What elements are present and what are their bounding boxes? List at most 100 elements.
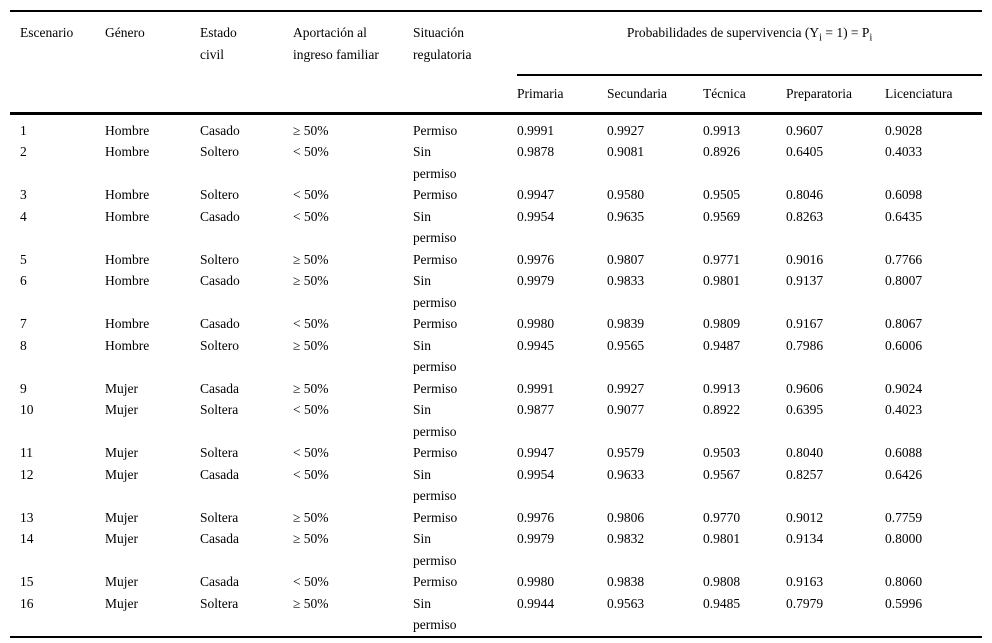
table-row: 12 Mujer Casada < 50% Sin permiso 0.9954 0.963…: [10, 464, 982, 507]
prob-secundaria-cell: 0.9927: [607, 122, 645, 138]
prob-licenciatura-cell: 0.8067: [885, 316, 923, 331]
estado-civil-cell: Soltera: [200, 445, 239, 460]
prob-secundaria-cell: 0.9081: [607, 144, 645, 159]
situacion-cell: Permiso: [413, 113, 517, 141]
prob-licenciatura-cell: 0.6426: [885, 466, 923, 482]
prob-primaria-cell: 0.9947: [517, 445, 555, 460]
estado-civil-cell: Soltero: [200, 337, 239, 353]
prob-licenciatura-cell: 0.6006: [885, 337, 923, 353]
estado-civil-cell: Casada: [200, 466, 239, 482]
situacion-cell: Permiso: [413, 571, 517, 593]
prob-tecnica-cell: 0.9485: [703, 595, 741, 611]
prob-licenciatura-cell: 0.6088: [885, 445, 923, 460]
estado-civil-cell: Soltero: [200, 144, 239, 159]
escenario-cell: 2: [20, 144, 27, 159]
genero-cell: Mujer: [105, 445, 138, 460]
header-estado-civil-label: Estado civil: [200, 25, 237, 62]
prob-tecnica-cell: 0.9503: [703, 445, 741, 460]
prob-primaria-cell: 0.9954: [517, 466, 555, 482]
prob-licenciatura-cell: 0.9024: [885, 380, 923, 396]
situacion-cell: Sin permiso: [413, 335, 517, 378]
prob-tecnica-cell: 0.9770: [703, 509, 741, 525]
escenario-cell: 5: [20, 251, 27, 267]
prob-primaria-cell: 0.9945: [517, 337, 555, 353]
estado-civil-cell: Soltera: [200, 595, 239, 611]
prob-secundaria-cell: 0.9927: [607, 380, 645, 396]
prob-secundaria-cell: 0.9579: [607, 445, 645, 460]
escenario-cell: 10: [20, 402, 34, 417]
estado-civil-cell: Soltero: [200, 187, 239, 202]
prob-licenciatura-cell: 0.6435: [885, 208, 923, 224]
situacion-cell: Permiso: [413, 313, 517, 335]
header-preparatoria: Preparatoria: [786, 75, 885, 115]
prob-primaria-cell: 0.9980: [517, 574, 555, 589]
table-row: 6 Hombre Casado ≥ 50% Sin permiso 0.9979 0.983…: [10, 270, 982, 313]
prob-secundaria-cell: 0.9838: [607, 574, 645, 589]
genero-cell: Hombre: [105, 316, 150, 331]
estado-civil-cell: Casada: [200, 574, 239, 589]
situacion-value: Permiso: [413, 316, 458, 331]
aportacion-cell: < 50%: [293, 208, 329, 224]
estado-civil-cell: Casado: [200, 316, 240, 331]
header-aportacion-label: Aportación al ingreso familiar: [293, 25, 379, 62]
situacion-cell: Permiso: [413, 507, 517, 529]
prob-tecnica-cell: 0.9801: [703, 273, 741, 288]
table-row: 5 Hombre Soltero ≥ 50% Permiso 0.9976 0.9807 0.…: [10, 249, 982, 271]
situacion-cell: Permiso: [413, 442, 517, 464]
genero-cell: Mujer: [105, 531, 138, 546]
prob-tecnica-cell: 0.8926: [703, 144, 741, 159]
situacion-value: Permiso: [413, 187, 458, 202]
situacion-value: Permiso: [413, 445, 458, 460]
situacion-value: Sin permiso: [413, 273, 457, 310]
estado-civil-cell: Casado: [200, 122, 240, 138]
prob-preparatoria-cell: 0.8257: [786, 466, 824, 482]
situacion-cell: Permiso: [413, 378, 517, 400]
escenario-cell: 4: [20, 208, 27, 224]
header-situacion: Situación regulatoria: [413, 11, 517, 115]
prob-primaria-cell: 0.9944: [517, 595, 555, 611]
genero-cell: Hombre: [105, 208, 150, 224]
genero-cell: Hombre: [105, 122, 150, 138]
prob-licenciatura-cell: 0.6098: [885, 187, 923, 202]
situacion-cell: Sin permiso: [413, 593, 517, 637]
estado-civil-cell: Casada: [200, 531, 239, 546]
situacion-value: Sin permiso: [413, 595, 457, 633]
prob-preparatoria-cell: 0.8046: [786, 187, 824, 202]
aportacion-cell: < 50%: [293, 144, 329, 159]
prob-tecnica-cell: 0.9567: [703, 466, 741, 482]
genero-cell: Hombre: [105, 273, 150, 288]
prob-secundaria-cell: 0.9563: [607, 595, 645, 611]
prob-licenciatura-cell: 0.7759: [885, 509, 923, 525]
prob-preparatoria-cell: 0.9607: [786, 122, 824, 138]
prob-licenciatura-cell: 0.5996: [885, 595, 923, 611]
prob-primaria-cell: 0.9991: [517, 122, 555, 138]
prob-tecnica-cell: 0.9809: [703, 316, 741, 331]
header-genero: Género: [105, 11, 200, 115]
prob-secundaria-cell: 0.9806: [607, 509, 645, 525]
table-row: 13 Mujer Soltera ≥ 50% Permiso 0.9976 0.9806 0.…: [10, 507, 982, 529]
escenario-cell: 9: [20, 380, 27, 396]
genero-cell: Hombre: [105, 144, 150, 159]
situacion-value: Sin permiso: [413, 208, 457, 246]
prob-preparatoria-cell: 0.6405: [786, 144, 824, 159]
situacion-cell: Sin permiso: [413, 270, 517, 313]
situacion-cell: Permiso: [413, 184, 517, 206]
prob-primaria-cell: 0.9980: [517, 316, 555, 331]
span-header-sub-i-1: i: [819, 32, 822, 44]
situacion-value: Permiso: [413, 122, 458, 138]
prob-secundaria-cell: 0.9580: [607, 187, 645, 202]
genero-cell: Mujer: [105, 380, 138, 396]
prob-secundaria-cell: 0.9833: [607, 273, 645, 288]
header-situacion-label: Situación regulatoria: [413, 25, 472, 62]
header-probabilidades-supervivencia: Probabilidades de supervivencia (Yi = 1)…: [517, 11, 983, 76]
situacion-value: Sin permiso: [413, 402, 457, 439]
header-tecnica: Técnica: [703, 75, 786, 115]
prob-preparatoria-cell: 0.9167: [786, 316, 824, 331]
header-escenario: Escenario: [10, 11, 105, 115]
escenario-cell: 14: [20, 531, 34, 546]
genero-cell: Hombre: [105, 251, 150, 267]
aportacion-cell: < 50%: [293, 316, 329, 331]
prob-tecnica-cell: 0.9505: [703, 187, 741, 202]
header-licenciatura: Licenciatura: [885, 75, 983, 115]
aportacion-cell: ≥ 50%: [293, 251, 329, 267]
